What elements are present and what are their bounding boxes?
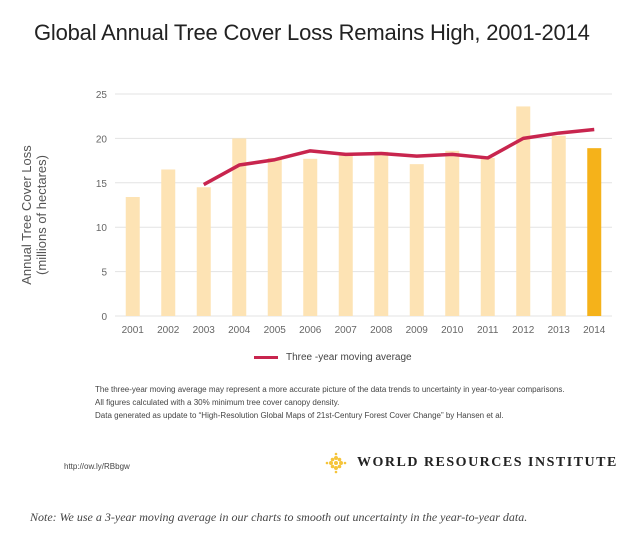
wri-sun-icon <box>325 452 347 474</box>
x-tick-label: 2009 <box>406 325 429 336</box>
x-tick-label: 2013 <box>548 325 571 336</box>
x-tick-label: 2011 <box>477 325 499 336</box>
x-tick-label: 2014 <box>583 325 606 336</box>
bar <box>196 187 211 316</box>
bar <box>267 157 282 316</box>
note-line: Data generated as update to “High-Resolu… <box>95 411 504 420</box>
source-url: http://ow.ly/RBbgw <box>64 462 130 471</box>
x-tick-label: 2003 <box>193 325 216 336</box>
y-tick-label: 5 <box>101 268 107 279</box>
y-tick-label: 10 <box>96 223 108 234</box>
legend-label: Three -year moving average <box>286 352 412 363</box>
x-tick-label: 2001 <box>122 325 145 336</box>
legend-line-swatch <box>254 356 278 359</box>
bar <box>551 135 566 316</box>
y-tick-label: 20 <box>96 134 108 145</box>
x-tick-label: 2005 <box>264 325 287 336</box>
bar <box>338 154 353 316</box>
y-tick-label: 0 <box>101 312 107 323</box>
chart-title: Global Annual Tree Cover Loss Remains Hi… <box>34 20 590 45</box>
bar <box>587 148 602 316</box>
brand-name: WORLD RESOURCES INSTITUTE <box>357 455 618 470</box>
wri-logo: WORLD RESOURCES INSTITUTE <box>325 452 618 474</box>
bar <box>232 138 247 316</box>
note-line: The three-year moving average may repres… <box>95 385 565 394</box>
bar <box>409 164 424 316</box>
bar <box>480 157 495 316</box>
chart-notes: The three-year moving average may repres… <box>95 383 565 422</box>
x-tick-label: 2004 <box>228 325 251 336</box>
bar <box>303 158 318 316</box>
bar <box>125 197 140 316</box>
x-tick-label: 2008 <box>370 325 393 336</box>
bar <box>445 150 460 316</box>
x-tick-label: 2012 <box>512 325 535 336</box>
x-tick-label: 2006 <box>299 325 322 336</box>
x-tick-label: 2007 <box>335 325 358 336</box>
note-line: All figures calculated with a 30% minimu… <box>95 398 340 407</box>
x-tick-label: 2010 <box>441 325 464 336</box>
y-tick-label: 15 <box>96 179 108 190</box>
x-tick-label: 2002 <box>157 325 180 336</box>
y-tick-label: 25 <box>96 90 108 101</box>
bar <box>516 106 531 316</box>
chart-plot: 0 5 10 15 20 25 2001 2002 2003 2004 2005 2006 2007 20… <box>96 90 612 336</box>
legend: Three -year moving average <box>254 352 412 363</box>
bar <box>161 169 176 316</box>
moving-average-line <box>202 127 595 187</box>
bar <box>374 151 389 316</box>
footnote: Note: We use a 3-year moving average in … <box>30 510 528 524</box>
